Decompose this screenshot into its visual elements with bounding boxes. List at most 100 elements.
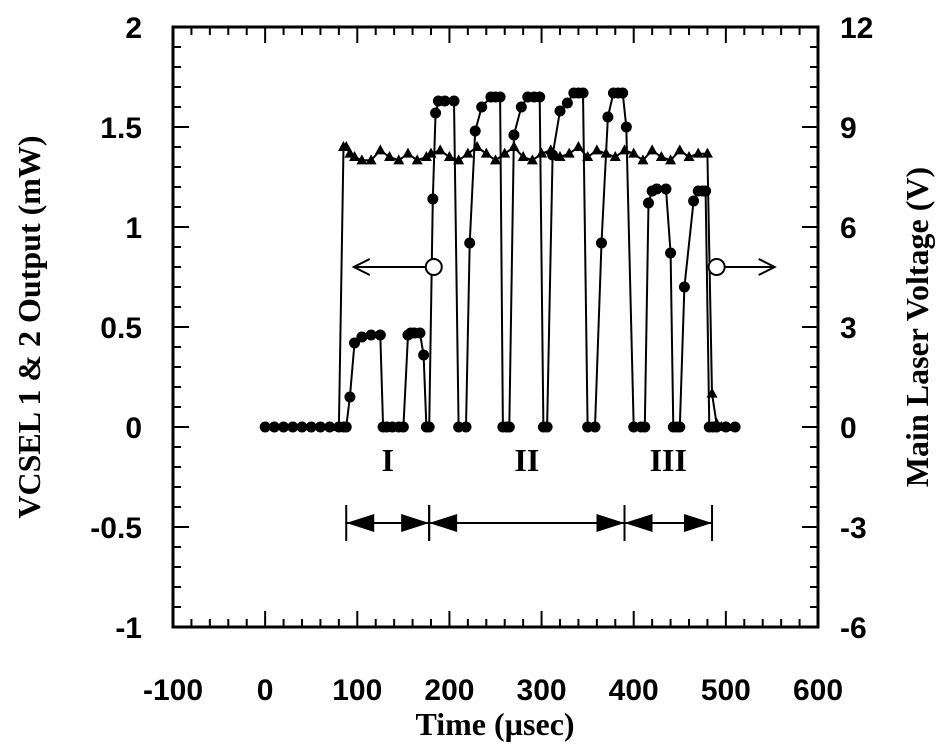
region-arrow-head	[684, 514, 713, 532]
circle-point	[602, 111, 614, 123]
triangle-point	[384, 151, 396, 161]
circle-point	[665, 247, 677, 259]
circle-point	[305, 421, 317, 433]
circle-point	[460, 421, 472, 433]
series-marker-legend	[707, 258, 726, 276]
triangle-point	[499, 147, 511, 158]
triangle-point	[637, 154, 649, 165]
circle-point	[397, 421, 409, 433]
circle-point	[418, 349, 430, 361]
circle-point	[278, 421, 290, 433]
circle-point	[349, 337, 361, 349]
circle-point	[674, 421, 686, 433]
triangle-point	[554, 151, 566, 161]
circle-point	[534, 91, 546, 103]
region-label: II	[514, 442, 539, 478]
series-lines	[265, 92, 736, 428]
region-arrow-head	[596, 514, 625, 532]
circle-point	[259, 421, 271, 433]
regions: I II III	[345, 442, 714, 541]
triangle-point	[333, 421, 345, 431]
triangle-point	[471, 141, 483, 151]
circle-point	[314, 421, 326, 433]
circle-point	[554, 105, 566, 117]
circle-point	[365, 329, 377, 341]
triangle-point	[701, 147, 713, 158]
circle-point	[688, 195, 700, 207]
y-tick-labels: -1 -0.5 0 0.5 1 1.5 2	[90, 12, 142, 645]
circle-point	[287, 421, 299, 433]
circle-point	[651, 183, 663, 195]
axis-ticks	[172, 26, 819, 628]
y-tick-label: 0.5	[100, 312, 142, 345]
circle-point	[639, 421, 651, 433]
triangle-point	[536, 147, 548, 158]
triangle-point	[545, 144, 557, 155]
y2-tick-labels: -6 -3 0 3 6 9 12	[840, 12, 873, 645]
circle-point	[508, 129, 520, 141]
triangle-point	[393, 154, 405, 165]
triangle-point	[600, 147, 612, 158]
x-tick-label: 100	[332, 674, 382, 707]
circle-point	[589, 421, 601, 433]
circle-point	[700, 185, 712, 197]
triangle-point	[628, 147, 640, 158]
circle-point	[427, 193, 439, 205]
circle-point	[414, 327, 426, 339]
circle-point	[476, 101, 488, 113]
triangle-point	[609, 151, 621, 161]
circle-point	[324, 421, 336, 433]
triangle-point	[480, 147, 492, 158]
x-tick-label: 300	[517, 674, 567, 707]
x-tick-label: 0	[257, 674, 274, 707]
y-tick-label: 1	[125, 212, 142, 245]
triangle-point	[453, 154, 465, 165]
triangle-point	[572, 141, 584, 151]
y-tick-label: -1	[115, 612, 142, 645]
circle-point	[374, 329, 386, 341]
region-arrow-head	[401, 514, 430, 532]
x-tick-label: 500	[701, 674, 751, 707]
y2-axis-title: Main Laser Voltage (V)	[899, 167, 935, 487]
circle-point	[595, 237, 607, 249]
triangle-point	[720, 421, 732, 431]
circle-point	[660, 183, 672, 195]
circle-point	[268, 421, 280, 433]
y-tick-label: 2	[125, 12, 142, 45]
circle-point	[469, 125, 481, 137]
triangle-point	[374, 144, 386, 155]
circle-point	[561, 97, 573, 109]
triangle-point	[402, 147, 414, 158]
circle-point	[356, 331, 368, 343]
triangle-point	[349, 151, 361, 161]
circle-point	[541, 421, 553, 433]
y2-tick-label: 3	[840, 312, 857, 345]
series-markers	[259, 87, 741, 433]
circle-point	[620, 121, 632, 133]
series-marker-legend	[424, 258, 443, 276]
triangle-point	[706, 387, 718, 398]
triangle-point	[411, 154, 423, 165]
circle-point	[503, 421, 515, 433]
y2-tick-label: 12	[840, 12, 873, 45]
circle-point	[439, 95, 451, 107]
triangle-point	[526, 154, 538, 165]
series-line-1	[265, 92, 736, 428]
annotations	[351, 258, 777, 276]
circle-point	[577, 87, 589, 99]
triangle-point	[674, 144, 686, 155]
triangle-point	[517, 151, 529, 161]
y-tick-label: -0.5	[90, 512, 142, 545]
triangle-point	[490, 154, 501, 165]
triangle-point	[420, 151, 432, 161]
triangle-point	[356, 154, 368, 165]
circle-point	[464, 237, 476, 249]
y2-tick-label: 6	[840, 212, 857, 245]
y2-tick-label: 0	[840, 412, 857, 445]
circle-point	[344, 391, 356, 403]
triangle-point	[683, 151, 695, 161]
circle-point	[423, 421, 435, 433]
x-tick-label: 600	[793, 674, 843, 707]
x-tick-labels: -100 0 100 200 300 400 500 600	[143, 674, 843, 707]
x-axis-title: Time (µsec)	[415, 706, 574, 742]
